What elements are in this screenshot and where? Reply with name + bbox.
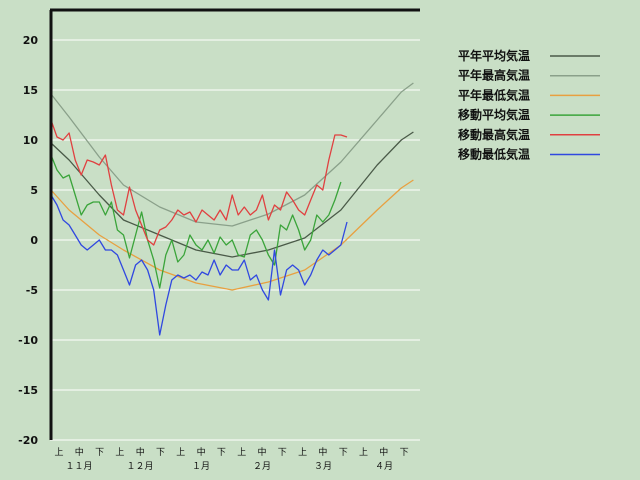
x-tick-label: 中 <box>318 446 327 458</box>
x-tick-label: 中 <box>75 446 84 458</box>
series-line <box>50 154 342 289</box>
y-tick-label: -20 <box>18 434 38 447</box>
y-tick-label: 5 <box>30 184 38 197</box>
x-tick-label: 下 <box>156 448 165 458</box>
legend-label: 移動最低気温 <box>458 147 530 162</box>
x-tick-label: 下 <box>400 448 409 458</box>
x-tick-label: 上 <box>115 447 124 458</box>
x-tick-label: 上 <box>237 447 246 458</box>
x-tick-label: 下 <box>217 448 226 458</box>
month-label: １２月 <box>126 461 153 472</box>
y-tick-label: -15 <box>18 384 38 397</box>
legend-label: 平年平均気温 <box>458 48 530 63</box>
month-label: １１月 <box>65 461 92 472</box>
x-tick-label: 上 <box>298 447 307 458</box>
month-label: ４月 <box>375 461 393 472</box>
series-lines <box>50 82 414 336</box>
month-label: １月 <box>192 461 210 472</box>
y-tick-label: 0 <box>30 234 38 247</box>
x-tick-label: 下 <box>278 448 287 458</box>
y-tick-label: -10 <box>18 334 38 347</box>
y-tick-label: 15 <box>23 84 38 97</box>
series-line <box>50 119 348 246</box>
y-tick-label: 10 <box>23 134 39 147</box>
series-line <box>50 179 414 291</box>
month-label: ３月 <box>314 461 332 472</box>
x-tick-label: 上 <box>359 447 368 458</box>
series-line <box>50 131 414 258</box>
x-tick-label: 上 <box>176 447 185 458</box>
y-tick-label: 20 <box>23 34 39 47</box>
x-tick-labels: 上中下上中下上中下上中下上中下上中下 <box>54 446 408 458</box>
legend-label: 移動最高気温 <box>458 127 530 142</box>
legend-label: 平年最高気温 <box>458 68 530 83</box>
series-line <box>50 194 348 336</box>
x-tick-label: 中 <box>379 446 388 458</box>
y-tick-label: -5 <box>26 284 38 297</box>
x-tick-label: 中 <box>136 446 145 458</box>
legend-label: 平年最低気温 <box>458 87 530 102</box>
month-labels: １１月 １２月 １月 ２月 ３月 ４月 <box>65 461 393 472</box>
x-tick-label: 下 <box>339 448 348 458</box>
x-tick-label: 中 <box>257 446 266 458</box>
month-label: ２月 <box>253 461 271 472</box>
x-tick-label: 下 <box>95 448 104 458</box>
y-tick-labels: 20 15 10 5 0 -5 -10 -15 -20 <box>18 34 38 447</box>
series-line <box>50 82 414 227</box>
x-tick-label: 上 <box>54 447 63 458</box>
legend-label: 移動平均気温 <box>458 107 530 122</box>
x-tick-label: 中 <box>197 446 206 458</box>
